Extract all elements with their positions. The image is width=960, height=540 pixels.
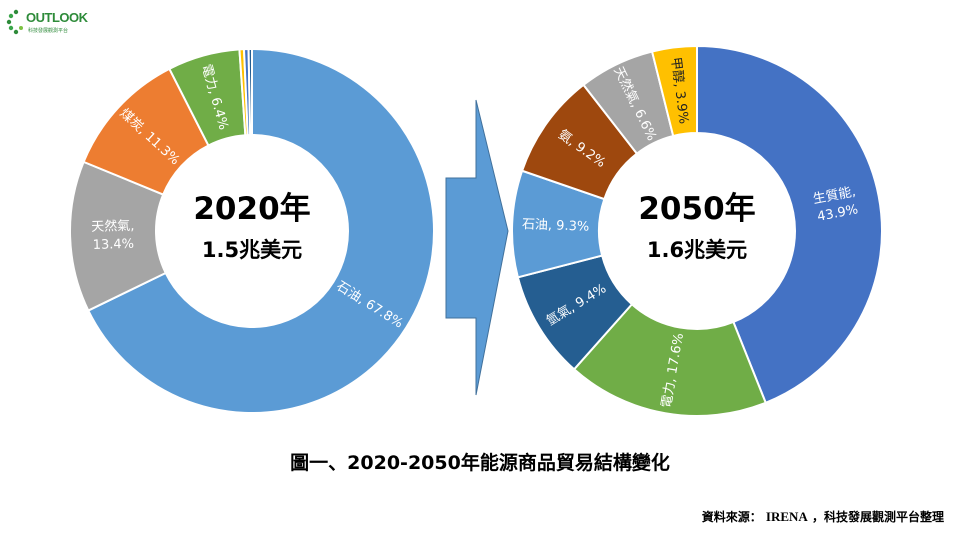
source-note: 資料來源： IRENA ，科技發展觀測平台整理	[702, 508, 944, 525]
center-title-2: 2050年	[638, 191, 755, 227]
source-suffix: ，科技發展觀測平台整理	[811, 510, 944, 524]
logo-subtext: 科技發展觀測平台	[28, 28, 69, 34]
slice-label-天然氣: 天然氣,13.4%	[91, 217, 135, 252]
source-prefix: 資料來源：	[701, 510, 762, 524]
figure-caption: 圖一、2020-2050年能源商品貿易結構變化	[290, 452, 670, 474]
slice-生質能	[696, 44, 883, 405]
transition-arrow	[445, 99, 509, 396]
center-subtitle-2: 1.6兆美元	[647, 238, 747, 262]
outlook-logo: OUTLOOK 科技發展觀測平台	[6, 8, 90, 38]
slice-label-石油: 石油, 9.3%	[522, 217, 590, 235]
donut-chart-1: 石油, 67.8%天然氣,13.4%煤炭, 11.3%電力, 6.4%2020年…	[69, 47, 435, 414]
slice-電力	[572, 302, 768, 417]
slice-甲醇	[650, 44, 698, 138]
donut-chart-2: 生質能,43.9%電力, 17.6%氫氣, 9.4%石油, 9.3%氨, 9.2…	[511, 44, 883, 417]
slice-minor-6	[247, 47, 253, 137]
center-title-1: 2020年	[193, 191, 310, 227]
slice-石油	[86, 47, 435, 414]
source-org: IRENA	[765, 509, 808, 524]
logo-icon	[6, 9, 23, 35]
logo-text: OUTLOOK	[26, 10, 88, 25]
center-subtitle-1: 1.5兆美元	[202, 238, 302, 262]
